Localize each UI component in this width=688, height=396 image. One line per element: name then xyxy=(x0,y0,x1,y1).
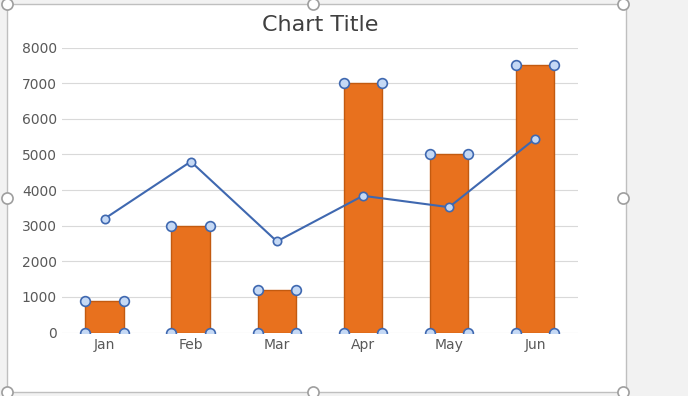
Bar xyxy=(430,154,469,333)
Bar xyxy=(257,290,297,333)
Legend: Units Sold, Total Transaction: Units Sold, Total Transaction xyxy=(180,392,460,396)
Title: Chart Title: Chart Title xyxy=(261,15,378,35)
Bar xyxy=(85,301,124,333)
Bar xyxy=(343,83,383,333)
Bar xyxy=(516,65,555,333)
Bar xyxy=(171,226,210,333)
